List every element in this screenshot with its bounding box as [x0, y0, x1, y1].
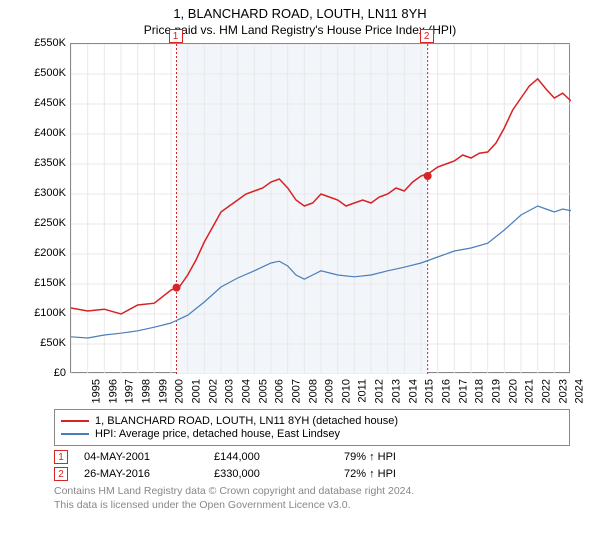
- x-tick-label: 2024: [574, 379, 586, 403]
- title-block: 1, BLANCHARD ROAD, LOUTH, LN11 8YH Price…: [0, 0, 600, 39]
- y-tick-label: £350K: [30, 157, 66, 169]
- x-tick-label: 2020: [507, 379, 519, 403]
- x-tick-label: 1995: [90, 379, 102, 403]
- footer-text: Contains HM Land Registry data © Crown c…: [54, 485, 570, 512]
- x-tick-label: 2010: [340, 379, 352, 403]
- legend-box: 1, BLANCHARD ROAD, LOUTH, LN11 8YH (deta…: [54, 409, 570, 446]
- x-tick-label: 1996: [107, 379, 119, 403]
- x-tick-label: 2012: [374, 379, 386, 403]
- x-tick-label: 1997: [124, 379, 136, 403]
- footer-line-2: This data is licensed under the Open Gov…: [54, 499, 570, 513]
- x-tick-label: 2000: [174, 379, 186, 403]
- sale-pct: 72% ↑ HPI: [344, 468, 474, 480]
- y-tick-label: £100K: [30, 307, 66, 319]
- x-tick-label: 2009: [324, 379, 336, 403]
- x-tick-label: 2007: [290, 379, 302, 403]
- legend-label: HPI: Average price, detached house, East…: [95, 428, 340, 440]
- y-tick-label: £400K: [30, 127, 66, 139]
- y-tick-label: £500K: [30, 67, 66, 79]
- x-tick-label: 2001: [190, 379, 202, 403]
- x-tick-label: 2005: [257, 379, 269, 403]
- marker-label-2: 2: [420, 29, 434, 43]
- legend-swatch: [61, 420, 89, 422]
- x-tick-label: 2016: [440, 379, 452, 403]
- x-tick-label: 2011: [356, 379, 368, 403]
- x-tick-label: 2018: [474, 379, 486, 403]
- x-tick-label: 2017: [457, 379, 469, 403]
- x-tick-label: 2021: [524, 379, 536, 403]
- x-tick-label: 2019: [490, 379, 502, 403]
- x-tick-label: 1999: [157, 379, 169, 403]
- y-tick-label: £450K: [30, 97, 66, 109]
- x-tick-label: 2004: [240, 379, 252, 403]
- sale-row: 2 26-MAY-2016£330,00072% ↑ HPI: [54, 467, 600, 481]
- sale-price: £144,000: [214, 451, 344, 463]
- legend-label: 1, BLANCHARD ROAD, LOUTH, LN11 8YH (deta…: [95, 415, 398, 427]
- sale-marker-box: 2: [54, 467, 68, 481]
- sale-marker-box: 1: [54, 450, 68, 464]
- legend-row: 1, BLANCHARD ROAD, LOUTH, LN11 8YH (deta…: [61, 415, 563, 427]
- footer-line-1: Contains HM Land Registry data © Crown c…: [54, 485, 570, 499]
- sale-date: 04-MAY-2001: [84, 451, 214, 463]
- y-tick-label: £0: [30, 367, 66, 379]
- y-tick-label: £200K: [30, 247, 66, 259]
- legend-swatch: [61, 433, 89, 435]
- x-tick-label: 2014: [407, 379, 419, 403]
- sale-date: 26-MAY-2016: [84, 468, 214, 480]
- x-tick-label: 2013: [390, 379, 402, 403]
- y-tick-label: £300K: [30, 187, 66, 199]
- x-tick-label: 2002: [207, 379, 219, 403]
- x-tick-label: 2015: [424, 379, 436, 403]
- x-tick-label: 2008: [307, 379, 319, 403]
- sale-price: £330,000: [214, 468, 344, 480]
- y-tick-label: £150K: [30, 277, 66, 289]
- x-tick-label: 1998: [140, 379, 152, 403]
- page-title: 1, BLANCHARD ROAD, LOUTH, LN11 8YH: [0, 6, 600, 21]
- marker-label-1: 1: [169, 29, 183, 43]
- x-tick-label: 2003: [224, 379, 236, 403]
- chart-svg: [71, 44, 571, 374]
- y-tick-label: £550K: [30, 37, 66, 49]
- x-tick-label: 2023: [557, 379, 569, 403]
- y-tick-label: £50K: [30, 337, 66, 349]
- sale-row: 1 04-MAY-2001£144,00079% ↑ HPI: [54, 450, 600, 464]
- page-subtitle: Price paid vs. HM Land Registry's House …: [0, 23, 600, 37]
- legend-row: HPI: Average price, detached house, East…: [61, 428, 563, 440]
- x-tick-label: 2022: [540, 379, 552, 403]
- sales-rows: 1 04-MAY-2001£144,00079% ↑ HPI 2 26-MAY-201…: [0, 450, 600, 481]
- y-tick-label: £250K: [30, 217, 66, 229]
- x-tick-label: 2006: [274, 379, 286, 403]
- plot-region: [70, 43, 570, 373]
- sale-pct: 79% ↑ HPI: [344, 451, 474, 463]
- chart-area: £0 £50K £100K £150K £200K £250K £300K £350K £400…: [30, 43, 590, 403]
